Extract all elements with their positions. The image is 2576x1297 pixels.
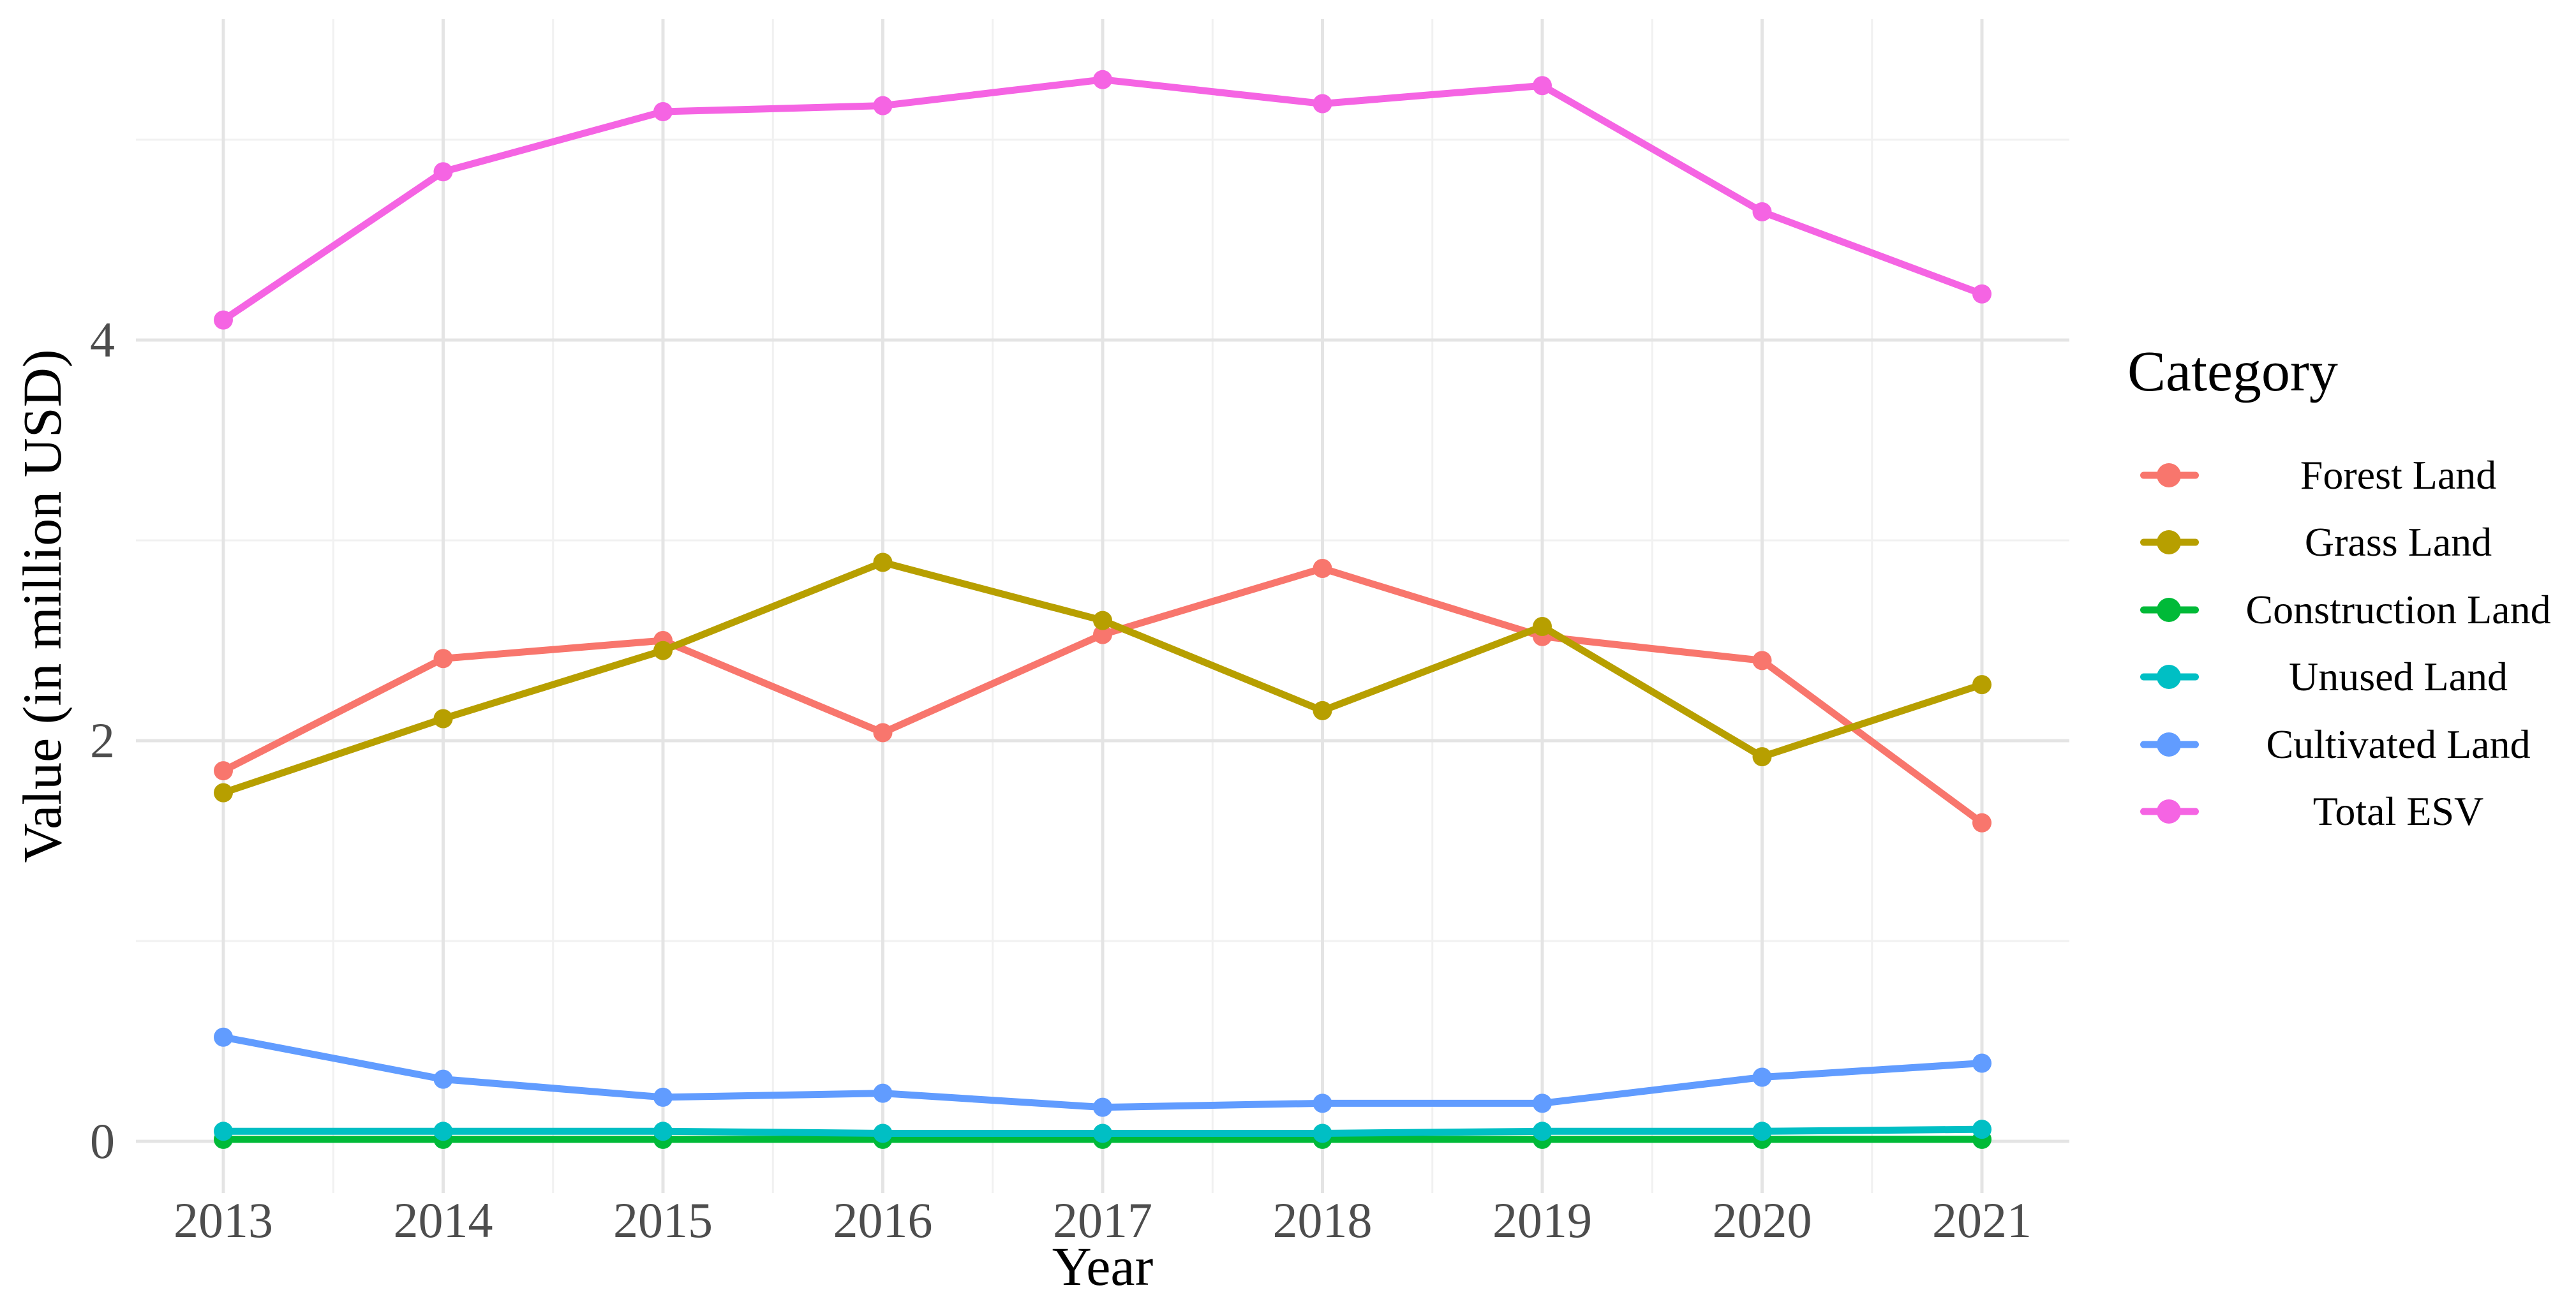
legend-title: Category [2127,340,2338,403]
data-point-unused-land [1313,1123,1332,1143]
legend-item-label: Total ESV [2312,788,2484,834]
data-point-total-esv [1533,76,1552,96]
data-point-total-esv [433,162,453,182]
data-point-unused-land [1093,1123,1112,1143]
data-point-unused-land [433,1122,453,1141]
y-axis-title: Value (in million USD) [11,349,73,863]
data-point-cultivated-land [1533,1093,1552,1113]
legend-key-dot-icon [2157,665,2181,690]
legend-item-cultivated-land: Cultivated Land [2125,711,2576,778]
data-point-unused-land [1533,1122,1552,1141]
legend-item-unused-land: Unused Land [2125,643,2576,711]
data-point-grass-land [653,641,673,660]
x-tick-label: 2019 [1493,1192,1592,1248]
legend-key-dot-icon [2157,732,2181,757]
data-point-grass-land [1752,747,1772,767]
data-point-forest-land [1752,651,1772,671]
data-point-grass-land [1093,611,1112,630]
data-point-cultivated-land [433,1069,453,1089]
y-tick-label: 2 [90,713,115,768]
data-point-total-esv [1972,284,1992,304]
data-point-grass-land [1313,700,1332,720]
legend-item-label: Grass Land [2304,519,2492,565]
data-point-total-esv [1313,94,1332,114]
x-tick-label: 2020 [1712,1192,1812,1248]
data-point-unused-land [1972,1120,1992,1139]
x-tick-label: 2015 [613,1192,713,1248]
data-point-unused-land [1752,1122,1772,1141]
data-point-forest-land [873,723,893,743]
data-point-forest-land [433,649,453,669]
legend-item-forest-land: Forest Land [2125,441,2576,509]
data-point-total-esv [653,102,673,122]
data-point-forest-land [1093,625,1112,644]
x-tick-label: 2021 [1932,1192,2032,1248]
data-point-cultivated-land [873,1083,893,1103]
x-tick-label: 2013 [174,1192,273,1248]
data-point-forest-land [1972,813,1992,833]
legend-key-dot-icon [2157,463,2181,487]
x-tick-label: 2017 [1053,1192,1152,1248]
legend-item-label: Forest Land [2300,452,2497,498]
data-point-cultivated-land [214,1027,233,1047]
legend-key-dot-icon [2157,597,2181,622]
legend-item-label: Unused Land [2288,653,2508,699]
data-point-unused-land [653,1122,673,1141]
data-point-cultivated-land [1313,1093,1332,1113]
data-point-forest-land [214,761,233,781]
data-point-grass-land [873,552,893,572]
y-tick-label: 0 [90,1113,115,1169]
data-point-unused-land [214,1122,233,1141]
data-point-cultivated-land [653,1087,673,1107]
data-point-grass-land [1972,675,1992,695]
plot-panel [136,19,2069,1193]
legend-item-construction-land: Construction Land [2125,576,2576,644]
legend-key-dot-icon [2157,530,2181,555]
data-point-grass-land [214,783,233,803]
data-point-total-esv [1093,70,1112,89]
x-axis-title: Year [1052,1236,1154,1297]
data-point-total-esv [1752,202,1772,222]
data-point-grass-land [1533,617,1552,637]
data-point-cultivated-land [1972,1053,1992,1073]
x-tick-label: 2016 [833,1192,933,1248]
legend: Category Forest Land Grass Land Constructi… [2125,332,2576,893]
data-point-unused-land [873,1123,893,1143]
legend-key-dot-icon [2157,799,2181,824]
x-tick-label: 2014 [393,1192,493,1248]
y-tick-label: 4 [90,312,115,367]
legend-item-total-esv: Total ESV [2125,778,2576,845]
legend-item-label: Construction Land [2245,586,2551,632]
legend-item-label: Cultivated Land [2266,721,2531,767]
data-point-cultivated-land [1093,1097,1112,1117]
legend-item-grass-land: Grass Land [2125,508,2576,576]
data-point-grass-land [433,709,453,729]
data-point-total-esv [214,310,233,330]
data-point-cultivated-land [1752,1067,1772,1087]
data-point-total-esv [873,96,893,115]
data-point-forest-land [1313,558,1332,578]
x-tick-label: 2018 [1272,1192,1373,1248]
